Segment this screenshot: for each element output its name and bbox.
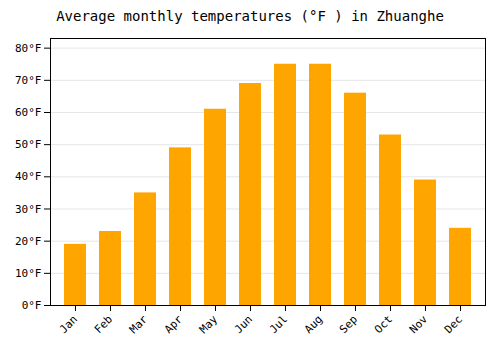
svg-text:0°F: 0°F [22,299,42,312]
svg-text:Nov: Nov [407,312,431,336]
svg-text:20°F: 20°F [15,235,42,248]
svg-text:Sep: Sep [337,313,360,336]
svg-text:Dec: Dec [442,313,465,336]
svg-text:Mar: Mar [127,312,151,336]
svg-text:70°F: 70°F [15,74,42,87]
svg-text:50°F: 50°F [15,138,42,151]
svg-text:Jun: Jun [232,313,255,336]
svg-text:Oct: Oct [372,313,395,336]
svg-text:40°F: 40°F [15,170,42,183]
svg-text:Aug: Aug [302,313,325,336]
svg-text:Jul: Jul [267,313,290,336]
svg-text:80°F: 80°F [15,42,42,55]
svg-text:Apr: Apr [162,312,186,336]
svg-text:Jan: Jan [57,313,80,336]
html-text:Average monthly temperatures (: Average monthly temperatures (°F ) in Zh… [56,8,444,24]
svg-text:60°F: 60°F [15,106,42,119]
svg-text:30°F: 30°F [15,203,42,216]
svg-text:Feb: Feb [92,313,115,336]
svg-text:10°F: 10°F [15,267,42,280]
svg-text:May: May [197,312,221,336]
